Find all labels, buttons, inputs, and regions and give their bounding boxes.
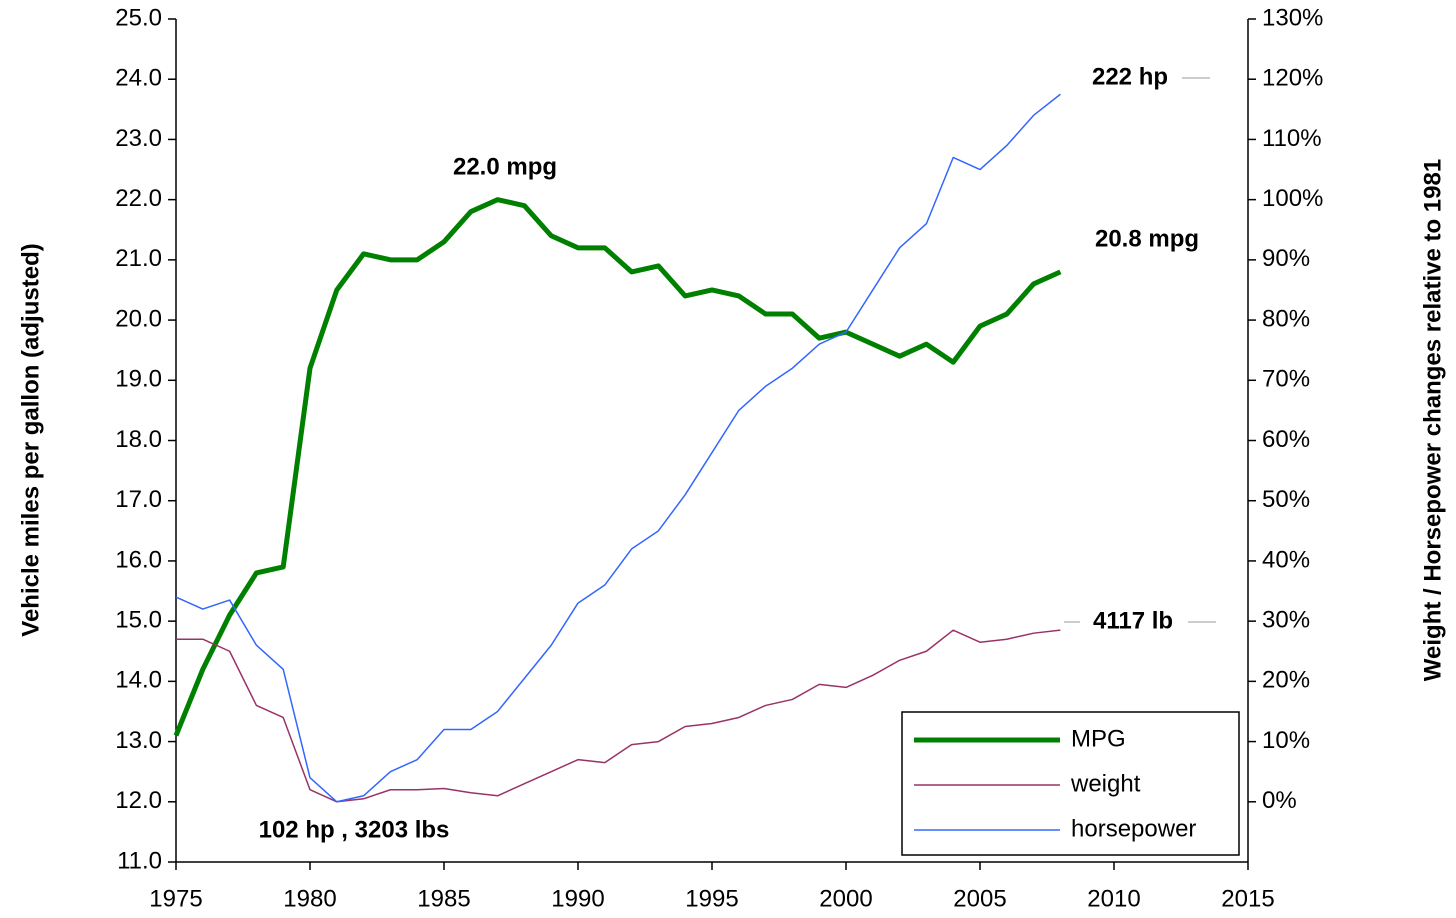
y2-tick-label: 60%: [1262, 426, 1310, 453]
y2-tick-label: 120%: [1262, 65, 1323, 92]
y-tick-label: 24.0: [115, 65, 162, 92]
annotation: 102 hp , 3203 lbs: [259, 816, 450, 843]
y-tick-label: 20.0: [115, 305, 162, 332]
annotation: 222 hp: [1092, 63, 1168, 90]
y-tick-label: 18.0: [115, 426, 162, 453]
legend-label: horsepower: [1071, 815, 1196, 842]
y-tick-label: 23.0: [115, 125, 162, 152]
y2-tick-label: 0%: [1262, 787, 1297, 814]
x-tick-label: 1985: [417, 885, 470, 912]
y2-tick-label: 100%: [1262, 185, 1323, 212]
y-tick-label: 15.0: [115, 606, 162, 633]
x-tick-label: 2000: [819, 885, 872, 912]
y-tick-label: 11.0: [117, 847, 162, 874]
series-line: [176, 629, 1061, 803]
y2-tick-label: 40%: [1262, 546, 1310, 573]
x-tick-label: 1990: [551, 885, 604, 912]
y2-axis-label: Weight / Horsepower changes relative to …: [1419, 159, 1446, 681]
y-tick-label: 22.0: [115, 185, 162, 212]
y2-tick-label: 50%: [1262, 486, 1310, 513]
y2-tick-label: 20%: [1262, 667, 1310, 694]
y-tick-label: 13.0: [115, 727, 162, 754]
y2-tick-label: 80%: [1262, 305, 1310, 332]
y2-tick-label: 10%: [1262, 727, 1310, 754]
y2-tick-label: 30%: [1262, 606, 1310, 633]
y2-tick-label: 90%: [1262, 245, 1310, 272]
x-tick-label: 1975: [149, 885, 202, 912]
x-tick-label: 1995: [685, 885, 738, 912]
y2-tick-label: 70%: [1262, 366, 1310, 393]
annotation: 4117 lb: [1093, 607, 1173, 634]
y-tick-label: 14.0: [115, 667, 162, 694]
y2-tick-label: 110%: [1262, 125, 1322, 152]
x-tick-label: 2010: [1087, 885, 1140, 912]
y-tick-label: 17.0: [115, 486, 162, 513]
y-tick-label: 16.0: [115, 546, 162, 573]
annotation: 22.0 mpg: [453, 153, 557, 180]
x-tick-label: 1980: [283, 885, 336, 912]
y-tick-label: 25.0: [115, 4, 162, 31]
y2-tick-label: 130%: [1262, 4, 1323, 31]
annotation: 20.8 mpg: [1095, 225, 1199, 252]
legend-label: MPG: [1071, 725, 1126, 752]
x-tick-label: 2005: [953, 885, 1006, 912]
y-tick-label: 21.0: [115, 245, 162, 272]
legend-label: weight: [1070, 770, 1141, 797]
x-tick-label: 2015: [1221, 885, 1274, 912]
y-tick-label: 12.0: [115, 787, 162, 814]
y-axis-label: Vehicle miles per gallon (adjusted): [17, 243, 44, 636]
series-line: [173, 197, 1062, 737]
series-line: [175, 93, 1061, 803]
legend-box: [901, 711, 1240, 856]
y-tick-label: 19.0: [115, 366, 162, 393]
